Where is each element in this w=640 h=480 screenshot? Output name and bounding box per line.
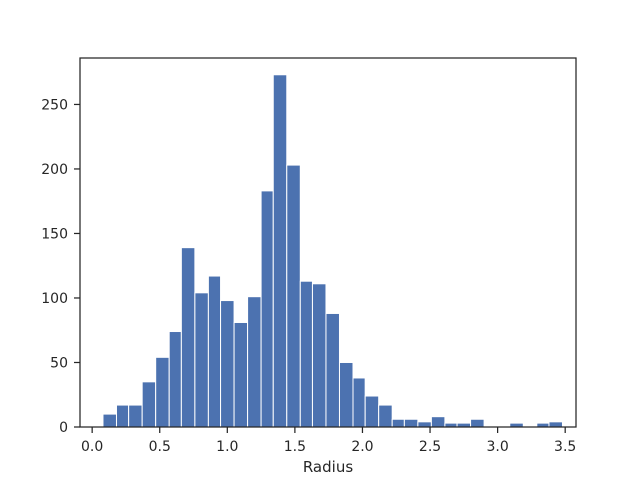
y-tick-label-0: 0 xyxy=(59,420,68,436)
histogram-bar-21 xyxy=(378,404,393,428)
x-tick-label-7: 3.5 xyxy=(554,439,576,455)
histogram-bar-7 xyxy=(194,292,209,428)
histogram-bar-13 xyxy=(272,74,288,428)
histogram-bar-20 xyxy=(364,395,380,428)
histogram-bar-18 xyxy=(338,361,354,428)
histogram-bar-17 xyxy=(325,312,340,428)
histogram-bar-9 xyxy=(220,300,235,428)
x-axis-ticks: 0.0 0.5 1.0 1.5 2.0 2.5 3.0 3.5 xyxy=(81,427,576,455)
histogram-bar-6 xyxy=(180,247,196,428)
y-tick-label-1: 50 xyxy=(50,355,68,371)
histogram-bar-19 xyxy=(352,377,366,428)
histogram-bar-28 xyxy=(470,418,485,428)
histogram-bar-23 xyxy=(403,418,419,428)
histogram-bar-11 xyxy=(247,296,262,428)
histogram-bar-8 xyxy=(207,275,222,428)
y-tick-label-2: 100 xyxy=(41,291,68,307)
x-tick-label-6: 3.0 xyxy=(486,439,508,455)
histogram-bar-1 xyxy=(115,404,130,428)
x-tick-label-1: 0.5 xyxy=(149,439,171,455)
y-tick-label-4: 200 xyxy=(41,162,68,178)
histogram-bar-22 xyxy=(391,418,405,428)
x-tick-label-5: 2.5 xyxy=(419,439,441,455)
histogram-bar-3 xyxy=(141,381,157,428)
histogram-bar-14 xyxy=(286,164,301,428)
histogram-bar-10 xyxy=(233,321,249,428)
histogram-bar-34 xyxy=(548,421,563,428)
histogram-bar-25 xyxy=(430,416,446,428)
histogram-bar-15 xyxy=(299,280,313,428)
histogram-bar-16 xyxy=(311,283,327,428)
y-axis-ticks: 0 50 100 150 200 250 xyxy=(41,97,80,436)
x-axis-label: Radius xyxy=(303,458,353,476)
x-tick-label-4: 2.0 xyxy=(351,439,373,455)
x-tick-label-2: 1.0 xyxy=(216,439,238,455)
histogram-bar-0 xyxy=(102,413,117,428)
histogram-bars xyxy=(102,74,563,428)
histogram-bar-12 xyxy=(260,190,274,428)
histogram-bar-4 xyxy=(155,356,170,428)
x-tick-label-3: 1.5 xyxy=(284,439,306,455)
y-tick-label-3: 150 xyxy=(41,226,68,242)
plot-frame xyxy=(79,57,577,428)
histogram-bar-24 xyxy=(417,421,432,428)
y-tick-label-5: 250 xyxy=(41,97,68,113)
histogram-bar-5 xyxy=(168,331,182,428)
x-tick-label-0: 0.0 xyxy=(81,439,103,455)
histogram-bar-2 xyxy=(128,404,143,428)
